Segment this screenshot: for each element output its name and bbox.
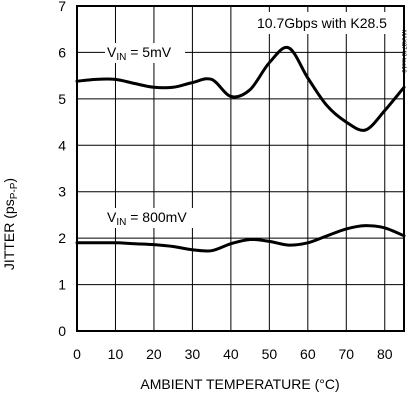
x-tick-label: 40 xyxy=(223,346,239,362)
y-tick-label: 5 xyxy=(58,91,66,107)
y-tick-label: 7 xyxy=(58,0,66,14)
x-tick-label: 30 xyxy=(185,346,201,362)
y-tick-label: 4 xyxy=(58,137,66,153)
series-label-bg-800mv xyxy=(105,208,203,228)
x-tick-labels: 0 10 20 30 40 50 60 70 80 xyxy=(73,346,393,362)
side-mark: MAX3748 toc10 xyxy=(400,30,406,73)
annotation-box xyxy=(250,12,400,34)
series-line-0 xyxy=(75,45,406,132)
y-tick-label: 0 xyxy=(58,323,66,339)
plot-border xyxy=(76,5,405,332)
series-line-1 xyxy=(75,224,406,253)
series-label-5mv: VIN = 5mV xyxy=(107,44,172,63)
y-tick-label: 3 xyxy=(58,184,66,200)
y-axis-label: JITTER (psP-P) xyxy=(1,178,20,270)
y-tick-label: 2 xyxy=(58,230,66,246)
x-tick-label: 0 xyxy=(73,346,81,362)
x-tick-label: 10 xyxy=(108,346,124,362)
series-lines xyxy=(75,45,406,253)
chart-annotation: 10.7Gbps with K28.5 xyxy=(257,15,387,31)
x-tick-label: 60 xyxy=(300,346,316,362)
series-label-bg-5mv xyxy=(105,43,185,63)
x-tick-label: 20 xyxy=(146,346,162,362)
x-tick-label: 50 xyxy=(262,346,278,362)
x-tick-label: 80 xyxy=(377,346,393,362)
x-tick-label: 70 xyxy=(339,346,355,362)
plot-frame xyxy=(76,5,405,332)
y-tick-label: 6 xyxy=(58,44,66,60)
x-axis-label: AMBIENT TEMPERATURE (°C) xyxy=(140,376,339,392)
y-tick-label: 1 xyxy=(58,277,66,293)
y-tick-labels: 0 1 2 3 4 5 6 7 xyxy=(58,0,66,339)
series-label-800mv: VIN = 800mV xyxy=(107,209,187,228)
